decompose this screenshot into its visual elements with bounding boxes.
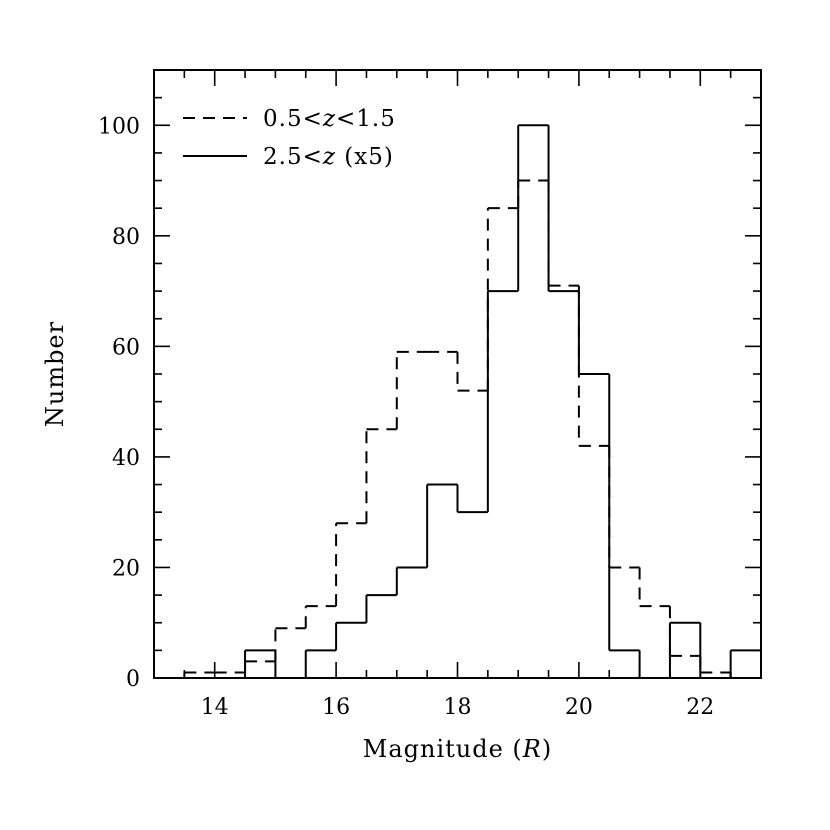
x-axis-title-variable: R	[522, 735, 542, 763]
x-tick-label: 16	[322, 695, 350, 720]
x-axis-title-close-paren: )	[542, 735, 552, 763]
series-2	[184, 124, 761, 679]
x-tick-label: 18	[444, 695, 472, 720]
legend-label-part: (x5)	[336, 144, 394, 170]
x-tick-label: 14	[201, 695, 229, 720]
legend-label-part: 2.5<	[263, 144, 323, 170]
x-axis-title-text: Magnitude	[363, 735, 504, 763]
ticks-layer: 14 16 18 20 22 0 20 40 60 80 100	[98, 69, 762, 720]
x-tick-label: 20	[565, 695, 593, 720]
y-tick-label: 40	[112, 446, 140, 471]
legend-label-part: z	[322, 106, 336, 132]
x-axis-title-open-paren: (	[504, 735, 523, 763]
y-tick-label: 0	[126, 667, 140, 692]
y-tick-label: 100	[98, 114, 140, 139]
x-axis-title: Magnitude (R)	[363, 735, 553, 763]
y-tick-label: 80	[112, 225, 140, 250]
series-layer	[183, 124, 761, 679]
y-axis-title: Number	[41, 321, 69, 427]
legend-label-part: 0.5<	[263, 106, 323, 132]
legend: 0.5<z<1.52.5<z (x5)	[183, 106, 396, 170]
legend-label-2: 2.5<z (x5)	[263, 144, 394, 170]
legend-label-part: z	[322, 144, 336, 170]
y-tick-label: 60	[112, 335, 140, 360]
legend-label-part: <1.5	[336, 106, 396, 132]
x-tick-label: 22	[686, 695, 714, 720]
series-1	[183, 179, 761, 679]
y-tick-label: 20	[112, 556, 140, 581]
legend-label-1: 0.5<z<1.5	[263, 106, 396, 132]
